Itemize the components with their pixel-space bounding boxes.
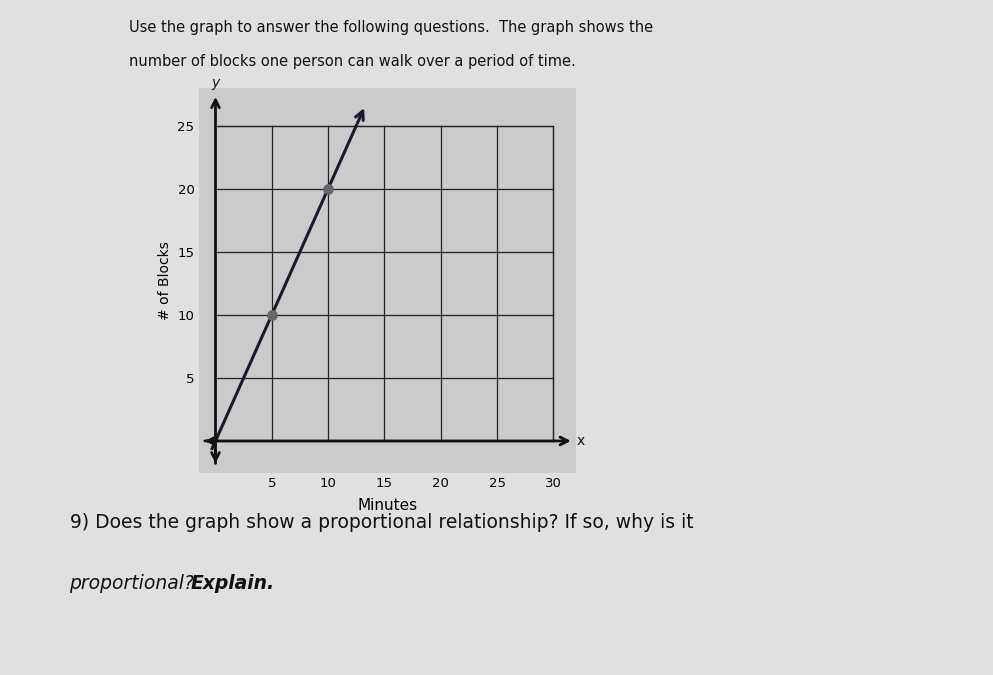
Text: 9) Does the graph show a proportional relationship? If so, why is it: 9) Does the graph show a proportional re… (70, 513, 693, 532)
Text: Explain.: Explain. (191, 574, 275, 593)
Text: number of blocks one person can walk over a period of time.: number of blocks one person can walk ove… (129, 54, 576, 69)
Text: x: x (577, 434, 585, 448)
Y-axis label: # of Blocks: # of Blocks (158, 241, 172, 319)
Point (320, 184, 336, 194)
Text: y: y (212, 76, 219, 90)
X-axis label: Minutes: Minutes (357, 498, 417, 513)
Text: Use the graph to answer the following questions.  The graph shows the: Use the graph to answer the following qu… (129, 20, 653, 35)
Text: proportional?: proportional? (70, 574, 201, 593)
Point (264, 309, 280, 320)
